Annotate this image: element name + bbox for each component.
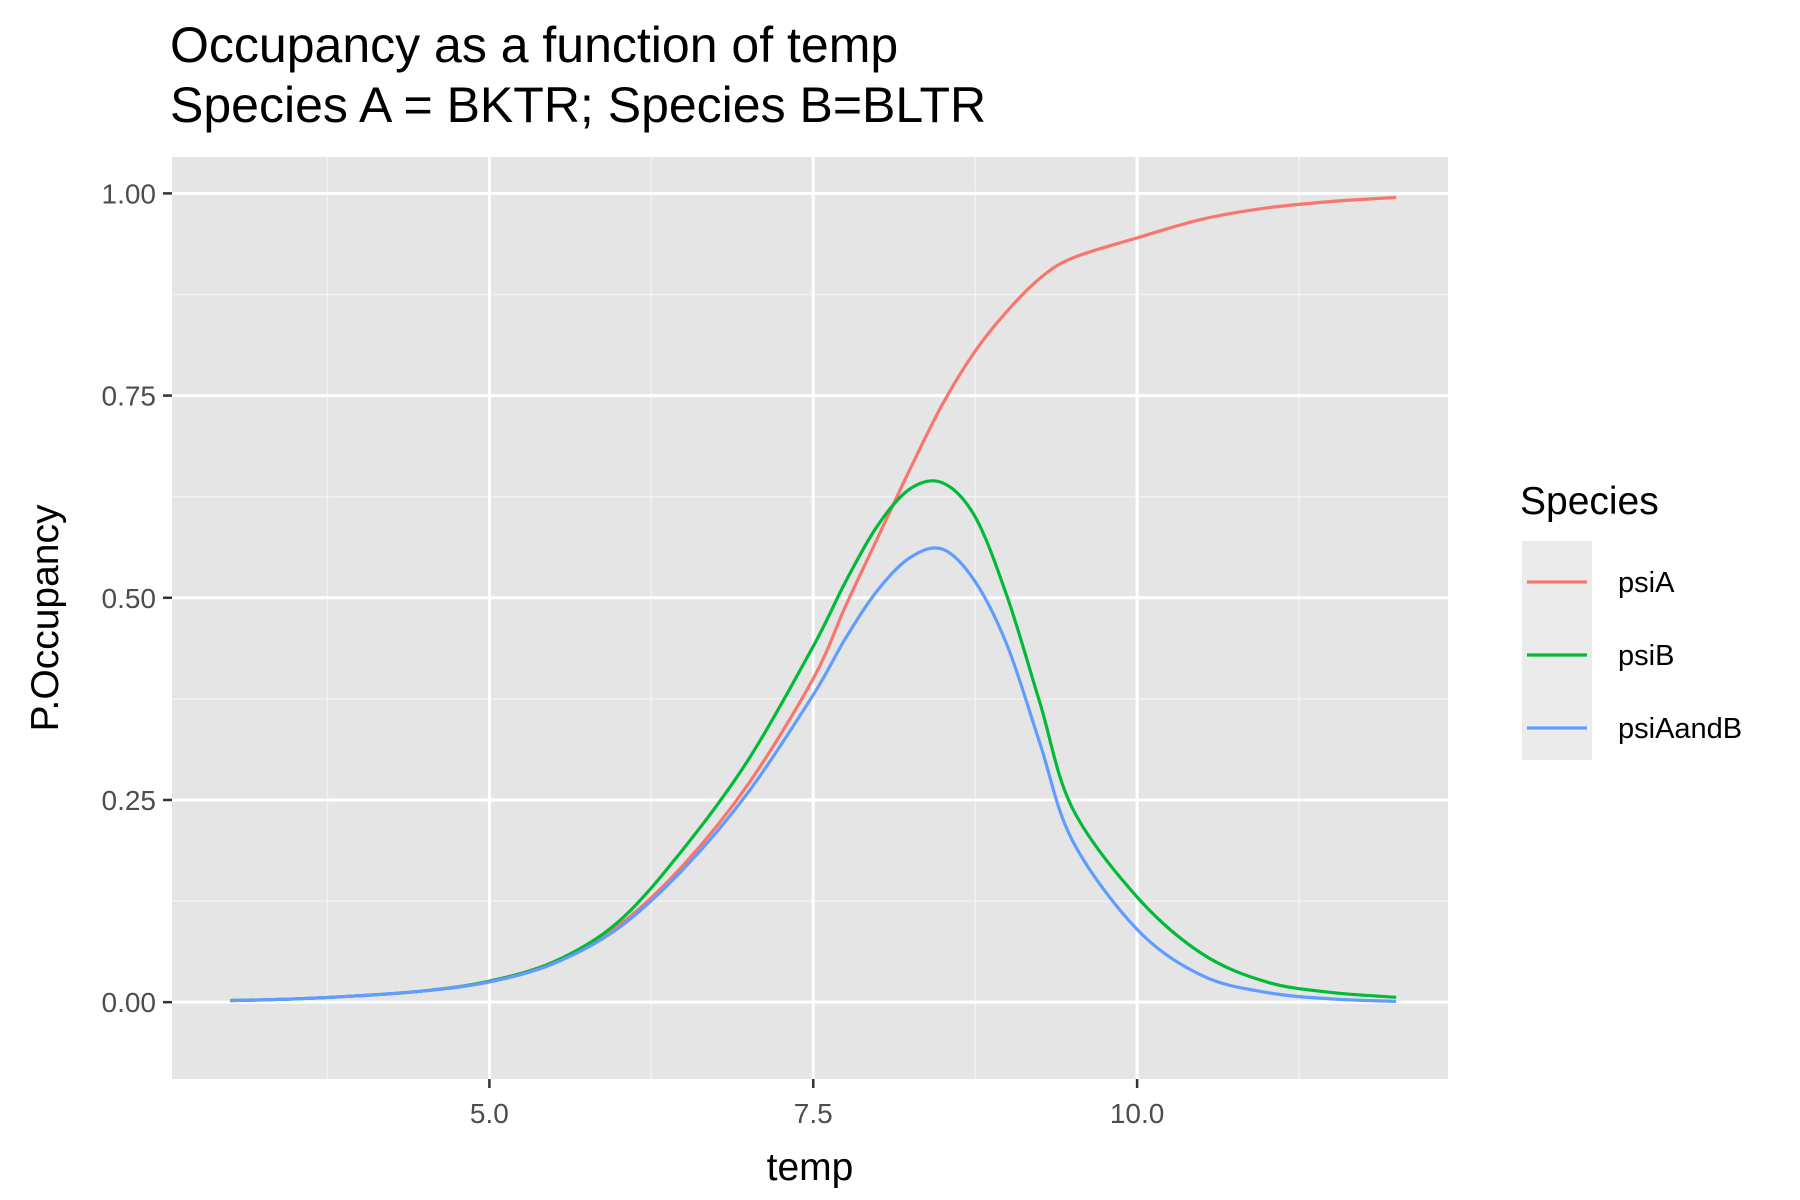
y-tick-label-2: 0.50: [102, 583, 157, 614]
x-axis: 5.0 7.5 10.0: [470, 1079, 1164, 1129]
legend-label-psiA: psiA: [1618, 567, 1675, 599]
chart-title-line-2: Species A = BKTR; Species B=BLTR: [170, 77, 986, 133]
chart-title-line-1: Occupancy as a function of temp: [170, 17, 898, 73]
legend-label-psiB: psiB: [1618, 640, 1674, 672]
major-grid: [172, 157, 1448, 1079]
chart-title: Occupancy as a function of temp Species …: [170, 17, 986, 133]
series-line-psiAandB: [230, 546, 1397, 1003]
plot-panel: [172, 157, 1448, 1079]
legend-label-psiAandB: psiAandB: [1618, 713, 1742, 745]
y-tick-label-0: 0.00: [102, 987, 157, 1018]
legend: Species psiA psiB psiAandB: [1520, 480, 1742, 760]
x-tick-label-0: 5.0: [470, 1098, 509, 1129]
y-tick-label-1: 0.25: [102, 785, 157, 816]
y-tick-label-4: 1.00: [102, 178, 157, 209]
x-axis-title: temp: [767, 1146, 854, 1189]
y-axis: 0.00 0.25 0.50 0.75 1.00: [102, 178, 172, 1018]
y-tick-label-3: 0.75: [102, 381, 157, 412]
legend-items: psiA psiB psiAandB: [1527, 567, 1742, 745]
legend-title: Species: [1520, 480, 1659, 523]
y-axis-title: P.Occupancy: [24, 504, 67, 731]
series-lines: [230, 195, 1397, 1003]
x-tick-label-1: 7.5: [794, 1098, 833, 1129]
x-tick-label-2: 10.0: [1110, 1098, 1165, 1129]
legend-key-background: [1522, 541, 1592, 760]
